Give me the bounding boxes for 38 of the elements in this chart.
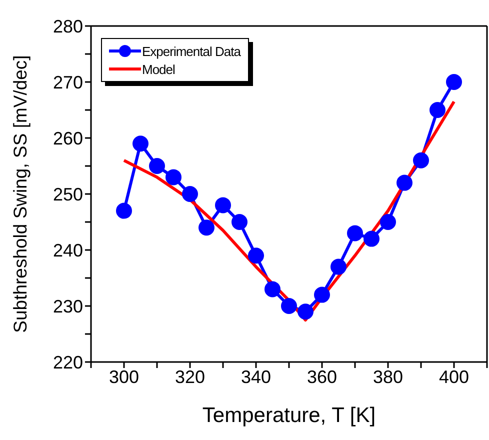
y-tick-label: 230	[52, 296, 83, 316]
x-tick-label: 300	[108, 366, 140, 387]
legend-label: Model	[142, 62, 175, 76]
point	[396, 174, 412, 191]
x-tick-label: 360	[306, 366, 338, 387]
point	[281, 298, 297, 314]
x-axis-title: Temperature, T [K]	[202, 404, 376, 427]
x-tick-label: 320	[174, 366, 206, 387]
point	[364, 230, 380, 247]
point	[198, 220, 214, 236]
point	[347, 225, 363, 242]
y-axis-title: Subthreshold Swing, SS [mV/dec]	[10, 55, 31, 333]
x-tick-label: 380	[372, 366, 404, 387]
point	[166, 169, 182, 186]
point	[314, 286, 330, 303]
point	[413, 152, 429, 168]
point	[430, 102, 446, 118]
point	[182, 186, 198, 202]
y-tick-label: 220	[52, 352, 83, 372]
y-tick-label: 240	[52, 240, 83, 260]
point	[380, 214, 396, 230]
y-tick-label: 250	[52, 184, 83, 204]
x-tick-label: 400	[438, 366, 470, 387]
point	[298, 304, 314, 320]
point	[215, 197, 231, 214]
point	[132, 136, 148, 152]
point	[232, 214, 248, 230]
legend-label: Experimental Data	[142, 44, 240, 58]
point	[248, 248, 264, 264]
point	[446, 74, 462, 90]
y-tick-label: 270	[52, 72, 83, 92]
y-tick-label: 280	[52, 16, 83, 36]
point	[330, 258, 346, 275]
point	[264, 281, 280, 298]
y-tick-label: 260	[52, 128, 83, 148]
point	[149, 158, 165, 174]
point	[116, 202, 132, 219]
x-tick-label: 340	[240, 366, 272, 387]
